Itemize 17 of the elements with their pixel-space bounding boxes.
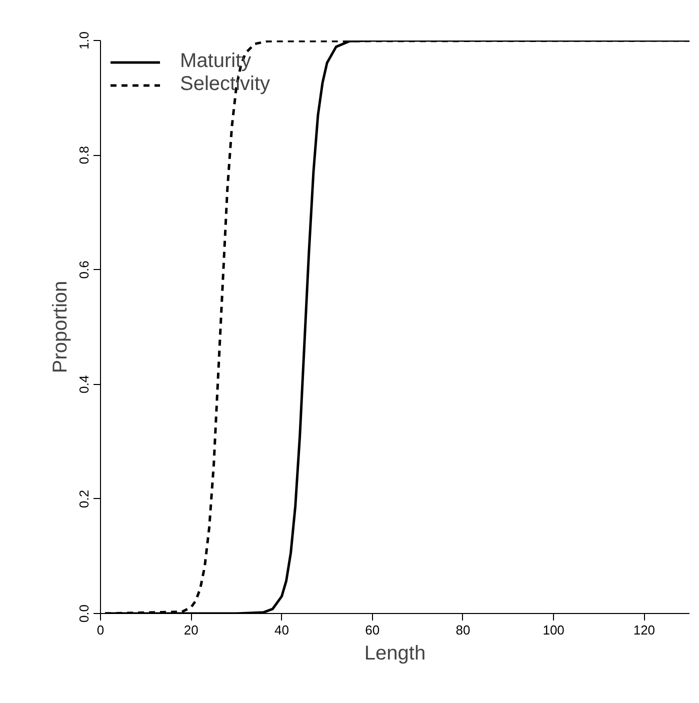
legend-label: Maturity: [180, 50, 252, 73]
legend-label: Selectivity: [180, 73, 270, 96]
x-tick-label: 20: [184, 622, 198, 638]
y-tick-label: 0.8: [76, 146, 92, 164]
y-tick-label: 0.0: [76, 604, 92, 623]
x-tick-label: 100: [542, 622, 564, 638]
y-tick-label: 0.2: [76, 490, 92, 508]
y-tick-label: 1.0: [76, 31, 92, 50]
x-tick-label: 0: [96, 622, 104, 638]
x-axis-title: Length: [364, 642, 426, 664]
y-tick-label: 0.6: [76, 260, 92, 279]
y-tick-label: 0.4: [76, 375, 92, 394]
x-tick-label: 80: [456, 622, 470, 638]
x-tick-label: 120: [633, 622, 656, 638]
y-axis-title: Proportion: [50, 280, 72, 374]
x-tick-label: 60: [365, 622, 380, 638]
x-tick-label: 40: [274, 622, 289, 638]
